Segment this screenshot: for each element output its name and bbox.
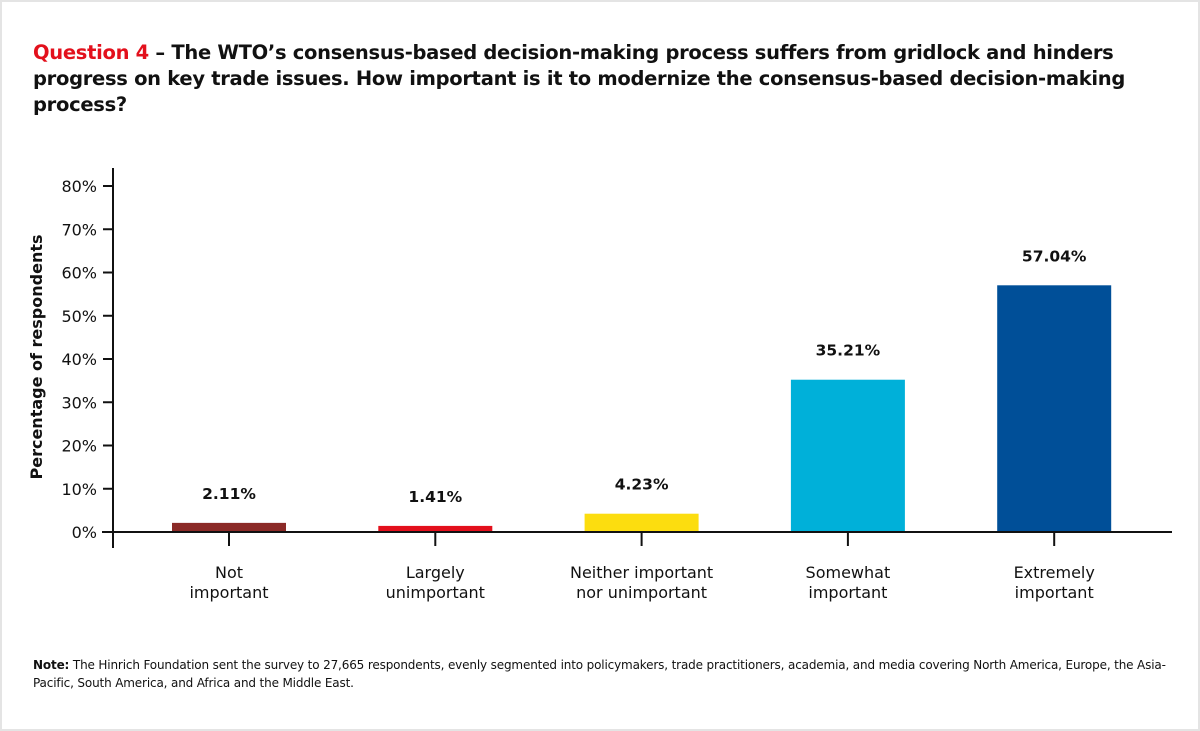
y-tick-label: 10% xyxy=(61,480,97,499)
x-tick-label: Largely unimportant xyxy=(386,563,485,602)
bars xyxy=(172,285,1112,532)
bar xyxy=(172,522,286,532)
x-tick-label-line: nor unimportant xyxy=(576,583,707,602)
data-label: 35.21% xyxy=(816,342,881,360)
y-axis: 0% 10% 20% 30% 40% 50% 60% 70% 80% xyxy=(61,168,114,548)
y-axis-title: Percentage of respondents xyxy=(27,234,46,479)
x-tick-label: Somewhat important xyxy=(806,563,891,602)
y-tick-label: 70% xyxy=(61,220,97,239)
data-label: 2.11% xyxy=(202,485,256,503)
x-tick-label: Not important xyxy=(189,563,268,602)
note-text: The Hinrich Foundation sent the survey t… xyxy=(33,658,1166,690)
chart-title: Question 4 – The WTO’s consensus-based d… xyxy=(33,40,1163,118)
y-tick-label: 50% xyxy=(61,307,97,326)
y-tick-label: 60% xyxy=(61,264,97,283)
x-tick-label: Extremely important xyxy=(1014,563,1095,602)
x-tick-label-line: Somewhat xyxy=(806,563,891,582)
footnote: Note: The Hinrich Foundation sent the su… xyxy=(33,656,1173,692)
bar xyxy=(378,525,493,532)
x-tick-label: Neither important nor unimportant xyxy=(570,563,713,602)
x-tick-label-line: Extremely xyxy=(1014,563,1095,582)
data-label: 4.23% xyxy=(615,476,669,494)
y-tick-label: 30% xyxy=(61,393,97,412)
x-tick-label-line: unimportant xyxy=(386,583,485,602)
note-label: Note: xyxy=(33,658,70,672)
x-tick-label-line: Largely xyxy=(406,563,465,582)
bar xyxy=(584,513,699,532)
y-tick-label: 80% xyxy=(61,177,97,196)
question-number: Question 4 xyxy=(33,41,149,64)
data-label: 1.41% xyxy=(408,488,462,506)
data-label: 57.04% xyxy=(1022,247,1087,265)
question-text: – The WTO’s consensus-based decision-mak… xyxy=(33,41,1126,116)
bar xyxy=(997,285,1112,532)
x-tick-label-line: Neither important xyxy=(570,563,713,582)
x-tick-label-line: important xyxy=(189,583,268,602)
bar xyxy=(790,379,905,532)
x-tick-label-line: Not xyxy=(215,563,243,582)
y-tick-label: 0% xyxy=(72,523,97,542)
x-tick-label-line: important xyxy=(1015,583,1094,602)
data-labels: 2.11% 1.41% 4.23% 35.21% 57.04% xyxy=(202,247,1087,506)
x-tick-label-line: important xyxy=(808,583,887,602)
y-tick-label: 40% xyxy=(61,350,97,369)
y-tick-label: 20% xyxy=(61,437,97,456)
